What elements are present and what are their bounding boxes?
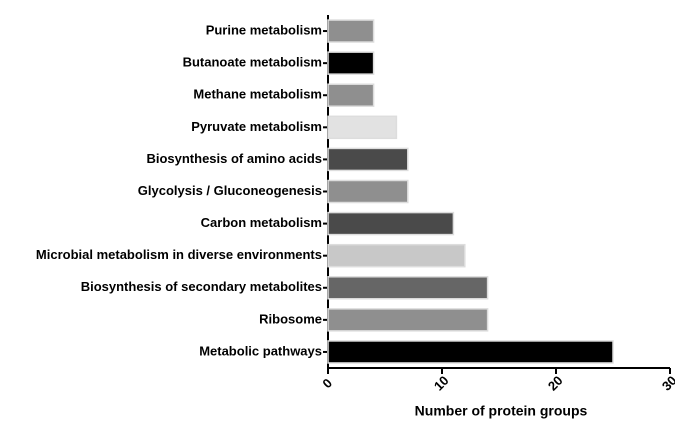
y-tick-label: Butanoate metabolism (183, 55, 322, 70)
x-tick-label: 0 (319, 375, 335, 391)
y-tick-label: Ribosome (259, 311, 322, 326)
bar (327, 51, 375, 75)
bar (327, 276, 489, 300)
bar (327, 308, 489, 332)
y-tick-label: Microbial metabolism in diverse environm… (36, 247, 322, 262)
bar (327, 211, 455, 236)
bar (327, 147, 409, 172)
bar (327, 179, 409, 204)
bar (327, 19, 375, 43)
y-tick-label: Glycolysis / Gluconeogenesis (138, 183, 322, 198)
bar (327, 340, 614, 364)
x-axis-title: Number of protein groups (415, 403, 588, 419)
x-tick-label: 20 (545, 373, 566, 394)
y-tick-label: Biosynthesis of amino acids (146, 151, 322, 166)
bar (327, 115, 398, 140)
y-tick-label: Pyruvate metabolism (191, 119, 322, 134)
x-tick-label: 30 (659, 373, 675, 394)
y-tick-label: Carbon metabolism (201, 215, 322, 230)
y-tick-label: Biosynthesis of secondary metabolites (81, 279, 322, 294)
y-tick-label: Metabolic pathways (199, 343, 322, 358)
y-tick-label: Methane metabolism (193, 87, 322, 102)
y-tick-label: Purine metabolism (206, 22, 322, 37)
bar (327, 83, 375, 107)
bar (327, 243, 466, 268)
x-tick-label: 10 (431, 373, 452, 394)
